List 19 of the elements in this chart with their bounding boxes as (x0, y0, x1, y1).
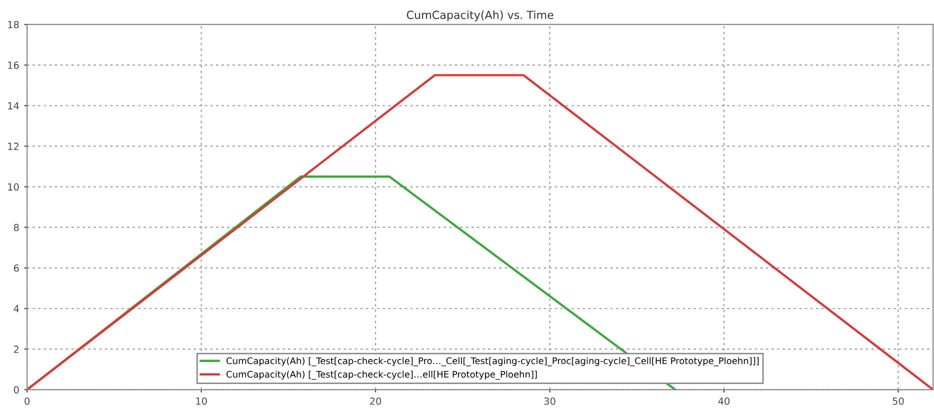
y-tick-label: 4 (14, 305, 19, 312)
y-tick-label: 18 (8, 20, 19, 28)
y-tick-label: 16 (8, 62, 19, 69)
x-tick-label: 10 (196, 397, 207, 405)
y-tick-label: 6 (14, 264, 19, 272)
legend-label: CumCapacity(Ah) [_Test[cap-check-cycle]…ell[HE Prototype_Ploehn]] (226, 370, 537, 380)
y-tick-label: 2 (14, 346, 18, 353)
y-tick-label: 10 (8, 183, 19, 191)
x-tick-label: 40 (718, 397, 730, 405)
x-tick-label: 0 (24, 397, 30, 405)
x-tick-label: 50 (892, 397, 904, 405)
x-tick-label: 20 (370, 397, 382, 405)
x-tick-label: 30 (544, 397, 556, 405)
chart-title: CumCapacity(Ah) vs. Time (406, 10, 554, 22)
y-tick-label: 12 (8, 142, 18, 150)
y-tick-label: 0 (14, 386, 19, 394)
y-tick-label: 14 (8, 102, 19, 110)
y-tick-label: 8 (14, 224, 19, 232)
legend-label: CumCapacity(Ah) [_Test[cap-check-cycle]_Pro…_Cell[_Test[aging-cycle]_Proc[aging-cycle]_Cell[HE Prototype_Ploehn]]] (226, 357, 759, 366)
